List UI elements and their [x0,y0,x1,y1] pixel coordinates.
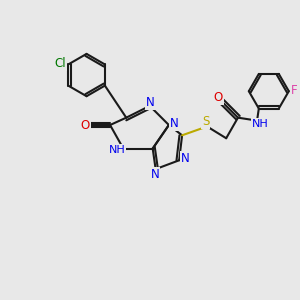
Text: NH: NH [109,145,125,155]
Text: S: S [202,115,209,128]
Text: NH: NH [252,119,268,129]
Text: N: N [146,96,155,109]
Text: O: O [80,118,90,131]
Text: O: O [214,92,223,104]
Text: Cl: Cl [54,57,66,70]
Text: F: F [291,84,297,97]
Text: N: N [181,152,189,165]
Text: N: N [151,168,159,181]
Text: N: N [170,117,178,130]
